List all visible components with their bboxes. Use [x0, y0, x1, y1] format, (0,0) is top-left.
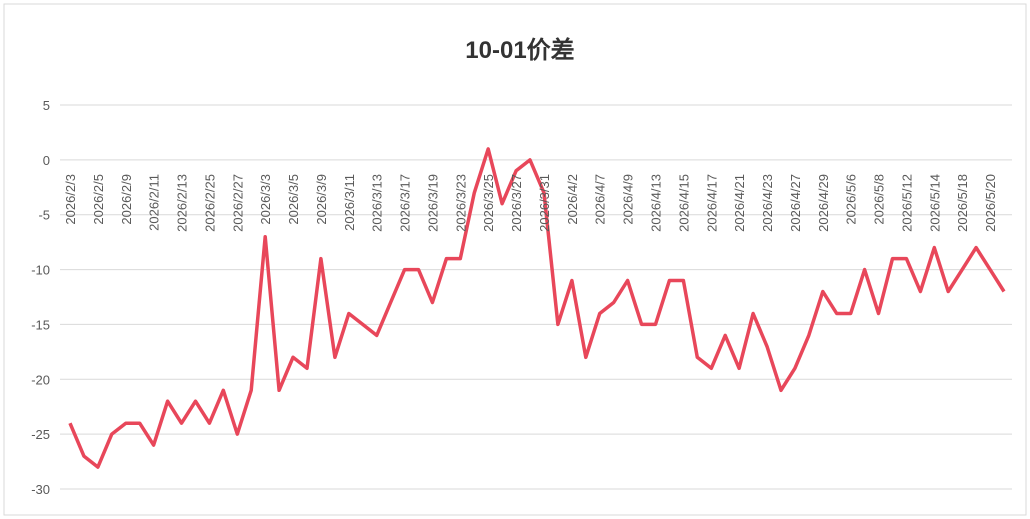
x-tick-label: 2026/3/11	[342, 174, 357, 231]
x-tick-label: 2026/2/11	[147, 174, 162, 231]
x-tick-label: 2026/3/31	[537, 174, 552, 232]
chart-title: 10-01价差	[465, 36, 574, 64]
x-tick-label: 2026/2/25	[202, 174, 217, 232]
x-tick-label: 2026/2/27	[230, 174, 245, 232]
x-tick-label: 2026/2/9	[119, 174, 134, 225]
x-tick-label: 2026/3/17	[398, 174, 413, 232]
x-tick-label: 2026/3/23	[453, 174, 468, 232]
x-tick-label: 2026/3/13	[370, 174, 385, 232]
data-line	[68, 147, 1006, 469]
y-tick-label: -5	[38, 208, 50, 223]
x-tick-label: 2026/4/29	[816, 174, 831, 232]
y-tick-label: 0	[43, 153, 50, 168]
x-tick-label: 2026/4/17	[704, 174, 719, 232]
x-tick-label: 2026/3/19	[425, 174, 440, 232]
y-tick-label: -30	[31, 482, 50, 497]
x-tick-label: 2026/4/2	[565, 174, 580, 225]
x-tick-label: 2026/3/9	[314, 174, 329, 225]
x-tick-label: 2026/5/14	[927, 174, 942, 232]
y-tick-label: -25	[31, 427, 50, 442]
x-tick-label: 2026/5/12	[899, 174, 914, 232]
x-tick-label: 2026/4/13	[648, 174, 663, 232]
x-tick-label: 2026/2/3	[63, 174, 78, 225]
chart-frame	[3, 3, 1027, 516]
x-tick-label: 2026/2/13	[175, 174, 190, 232]
x-tick-label: 2026/4/9	[621, 174, 636, 225]
x-tick-label: 2026/4/15	[676, 174, 691, 232]
y-tick-label: -10	[31, 263, 50, 278]
x-tick-label: 2026/5/18	[955, 174, 970, 232]
x-tick-label: 2026/3/25	[481, 174, 496, 232]
x-tick-label: 2026/2/5	[91, 174, 106, 225]
x-tick-label: 2026/4/7	[593, 174, 608, 225]
x-tick-label: 2026/5/8	[872, 174, 887, 225]
y-tick-label: 5	[43, 98, 50, 113]
x-tick-label: 2026/3/5	[286, 174, 301, 225]
x-tick-label: 2026/4/23	[760, 174, 775, 232]
x-tick-label: 2026/5/20	[983, 174, 998, 232]
y-tick-label: -15	[31, 317, 50, 332]
x-tick-label: 2026/4/21	[732, 174, 747, 232]
x-tick-label: 2026/3/27	[509, 174, 524, 232]
y-tick-label: -20	[31, 372, 50, 387]
x-tick-label: 2026/5/6	[844, 174, 859, 225]
x-tick-label: 2026/3/3	[258, 174, 273, 225]
x-tick-label: 2026/4/27	[788, 174, 803, 232]
